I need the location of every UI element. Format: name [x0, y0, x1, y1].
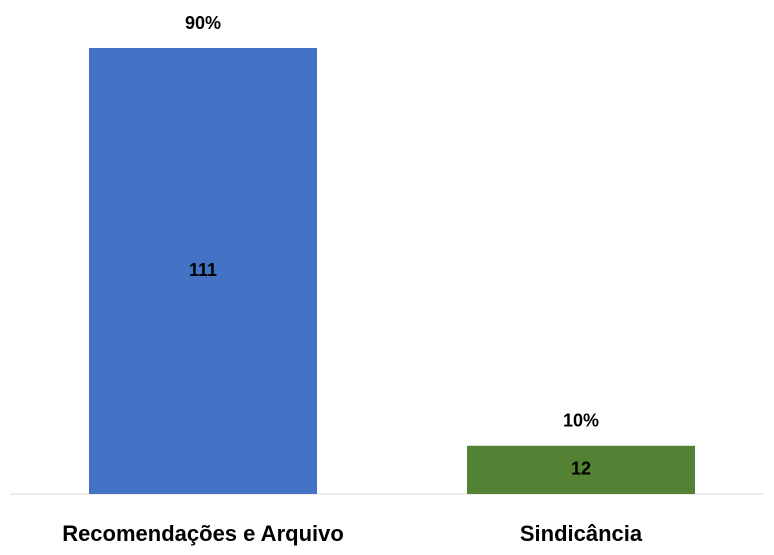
percent-label: 90% [185, 13, 221, 33]
category-label: Recomendações e Arquivo [62, 521, 344, 546]
category-label: Sindicância [520, 521, 643, 546]
value-label: 12 [571, 459, 591, 479]
bar [89, 48, 317, 494]
percent-label: 10% [563, 411, 599, 431]
bar [467, 445, 695, 494]
value-label: 111 [189, 260, 217, 280]
